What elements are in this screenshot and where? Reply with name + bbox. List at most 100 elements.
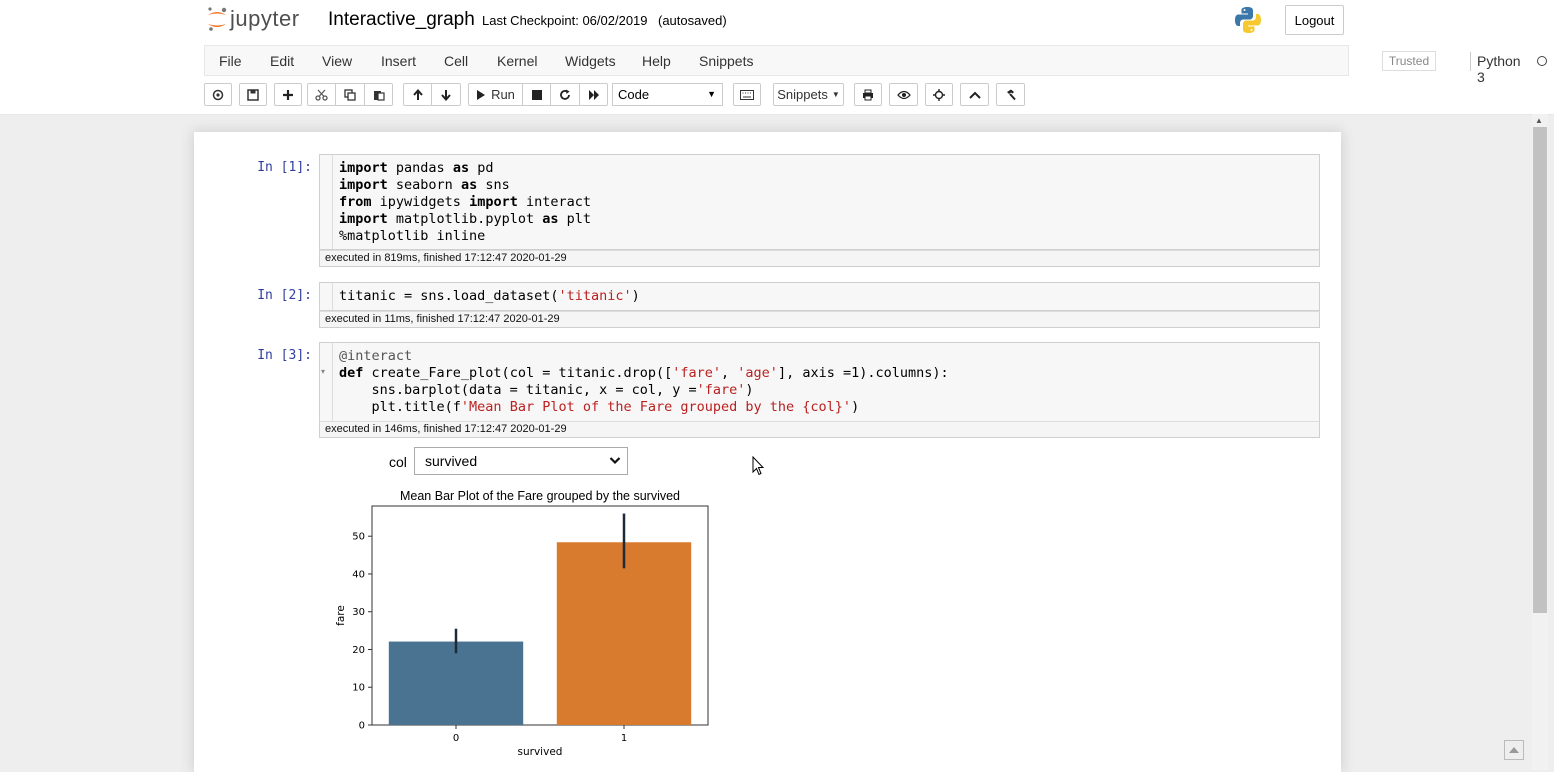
eye-icon <box>896 90 911 99</box>
run-icon <box>477 89 486 100</box>
code-line: def create_Fare_plot(col = titanic.drop(… <box>339 365 949 381</box>
code-line: titanic = sns.load_dataset('titanic') <box>339 288 640 304</box>
jupyter-logo-icon <box>208 7 227 31</box>
fold-arrow-icon[interactable]: ▾ <box>321 367 326 376</box>
cut-icon <box>315 89 328 101</box>
kernel-divider <box>1470 52 1471 71</box>
save-button[interactable] <box>239 83 267 106</box>
keyboard-icon <box>740 89 754 100</box>
y-tick-label: 0 <box>359 721 365 732</box>
menu-insert[interactable]: Insert <box>381 53 417 69</box>
scroll-to-top-button[interactable] <box>1504 740 1524 760</box>
crosshair-icon <box>933 88 945 101</box>
kernel-idle-icon <box>1537 56 1547 66</box>
restart-button[interactable] <box>550 83 580 106</box>
notebook-name[interactable]: Interactive_graph <box>328 9 475 30</box>
run-button[interactable]: Run <box>468 83 523 106</box>
cell-1-input[interactable] <box>319 154 1320 250</box>
cell-1-prompt: In [1]: <box>257 160 312 175</box>
x-tick-label: 1 <box>621 733 627 744</box>
fast-forward-icon <box>588 89 599 100</box>
scrollbar-thumb[interactable] <box>1533 127 1547 613</box>
chart-title: Mean Bar Plot of the Fare grouped by the… <box>399 489 681 503</box>
scroll-up-arrow-icon[interactable]: ▲ <box>1535 116 1543 125</box>
y-tick-label: 20 <box>352 645 365 656</box>
toggle-preview-button[interactable] <box>889 83 918 106</box>
move-up-icon <box>412 88 423 100</box>
cell-3-prompt: In [3]: <box>257 348 312 363</box>
locate-cell-button[interactable] <box>925 83 953 106</box>
logout-button[interactable]: Logout <box>1285 5 1344 35</box>
y-tick-label: 30 <box>352 607 365 618</box>
copy-button[interactable] <box>335 83 365 106</box>
cell-type-value: Code <box>618 87 650 102</box>
y-tick-label: 50 <box>352 532 365 543</box>
code-line: plt.title(f'Mean Bar Plot of the Fare gr… <box>339 399 860 415</box>
move-down-icon <box>441 89 451 101</box>
jupyter-logo[interactable]: jupyter <box>206 6 300 32</box>
save-icon <box>247 88 259 101</box>
y-axis-label: fare <box>335 605 347 626</box>
cell-3-exec-info: executed in 146ms, finished 17:12:47 202… <box>319 421 1320 438</box>
menu-view[interactable]: View <box>322 53 353 69</box>
chevron-up-icon <box>968 91 981 99</box>
keyboard-cog-icon <box>212 89 224 100</box>
menu-widgets[interactable]: Widgets <box>565 53 616 69</box>
cell-2-prompt: In [2]: <box>257 288 312 303</box>
cell-2-input[interactable] <box>319 282 1320 311</box>
snippets-dropdown-label: Snippets <box>777 87 828 102</box>
print-icon <box>863 89 873 100</box>
cell-2-gutter <box>332 283 333 310</box>
restart-run-all-button[interactable] <box>579 83 608 106</box>
menu-file[interactable]: File <box>219 53 242 69</box>
paste-icon <box>373 90 385 101</box>
code-line: import matplotlib.pyplot as plt <box>339 211 591 227</box>
add-cell-icon <box>283 89 293 100</box>
menu-snippets[interactable]: Snippets <box>699 53 754 69</box>
interrupt-button[interactable] <box>522 83 551 106</box>
collapse-button[interactable] <box>960 83 989 106</box>
notebook-header: jupyter Interactive_graph Last Checkpoin… <box>0 0 1554 115</box>
hammer-icon <box>1006 89 1016 100</box>
run-button-label: Run <box>491 87 515 102</box>
menu-cell[interactable]: Cell <box>444 53 469 69</box>
kernel-name: Python 3 <box>1477 53 1521 85</box>
col-widget-label: col <box>389 454 407 470</box>
y-tick-label: 10 <box>352 683 365 694</box>
move-down-button[interactable] <box>431 83 461 106</box>
cell-1-gutter <box>332 155 333 249</box>
command-palette-button[interactable] <box>204 83 232 106</box>
bar <box>388 641 524 725</box>
menu-help[interactable]: Help <box>642 53 671 69</box>
x-tick-label: 0 <box>453 733 459 744</box>
x-axis-label: survived <box>518 746 563 758</box>
move-up-button[interactable] <box>403 83 432 106</box>
checkpoint-status: Last Checkpoint: 06/02/2019 <box>482 13 648 28</box>
cut-button[interactable] <box>307 83 336 106</box>
col-select-value: survived <box>425 453 478 469</box>
stop-icon <box>531 89 542 100</box>
snippets-dropdown[interactable]: Snippets ▼ <box>773 83 844 106</box>
code-line: import pandas as pd <box>339 160 494 176</box>
print-button[interactable] <box>854 83 882 106</box>
mouse-cursor-icon <box>752 455 765 481</box>
menu-bar: File Edit View Insert Cell Kernel Widget… <box>204 45 1547 85</box>
y-tick-label: 40 <box>352 569 365 580</box>
menu-kernel[interactable]: Kernel <box>497 53 538 69</box>
cell-type-select[interactable]: Code ▼ <box>612 83 723 106</box>
menu-edit[interactable]: Edit <box>270 53 295 69</box>
cell-3-gutter <box>332 343 333 421</box>
python-logo-icon <box>1234 6 1262 39</box>
insert-cell-button[interactable] <box>274 83 302 106</box>
bar <box>556 542 692 725</box>
jupyter-logo-text: jupyter <box>230 6 300 31</box>
col-select-dropdown[interactable]: survived <box>414 447 628 475</box>
trusted-indicator[interactable]: Trusted <box>1382 51 1436 71</box>
paste-button[interactable] <box>364 83 393 106</box>
keyboard-shortcuts-button[interactable] <box>733 83 761 106</box>
code-line: %matplotlib inline <box>339 228 486 244</box>
copy-icon <box>344 88 356 101</box>
chevron-up-icon <box>1509 747 1519 753</box>
code-line: from ipywidgets import interact <box>339 194 591 210</box>
build-button[interactable] <box>996 83 1025 106</box>
